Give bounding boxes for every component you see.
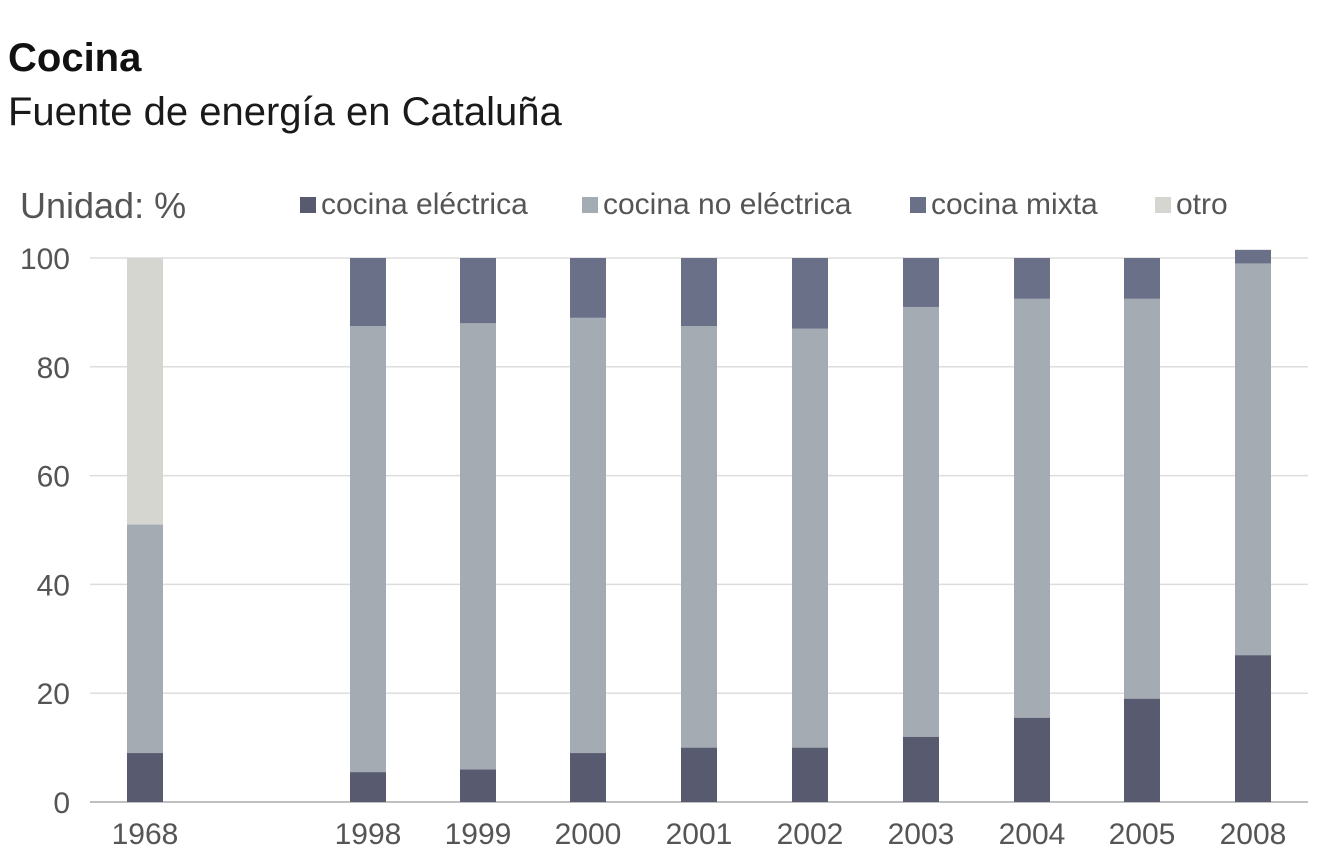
bar-2004-series-1 [1014, 298, 1050, 718]
bar-2005-series-2 [1124, 258, 1160, 299]
legend-label-3: otro [1176, 188, 1228, 221]
bar-2008-series-0 [1235, 655, 1271, 802]
bar-2002-series-0 [792, 747, 828, 802]
legend-label-0: cocina eléctrica [321, 188, 528, 221]
legend-swatch-1 [582, 197, 598, 213]
x-tick-label-2004: 2004 [999, 818, 1066, 851]
chart-subtitle: Fuente de energía en Cataluña [8, 90, 562, 134]
bar-2001-series-2 [681, 258, 717, 326]
unit-label: Unidad: % [20, 185, 186, 226]
bar-1999-series-2 [460, 258, 496, 324]
bar-1968-series-0 [127, 753, 163, 802]
y-tick-label-40: 40 [37, 569, 70, 602]
bar-2008-series-2 [1235, 249, 1271, 264]
bar-2005-series-0 [1124, 698, 1160, 802]
bar-2002-series-2 [792, 258, 828, 329]
y-tick-label-0: 0 [53, 787, 70, 820]
bar-1999-series-1 [460, 323, 496, 770]
bar-2001-series-1 [681, 326, 717, 748]
legend-label-2: cocina mixta [931, 188, 1098, 221]
bar-1999-series-0 [460, 769, 496, 802]
bar-2000-series-0 [570, 753, 606, 802]
bar-1968-series-1 [127, 524, 163, 754]
bar-1998-series-0 [350, 772, 386, 802]
y-tick-label-20: 20 [37, 678, 70, 711]
bar-2008-series-1 [1235, 263, 1271, 656]
chart-title: Cocina [8, 36, 142, 80]
x-tick-label-2005: 2005 [1109, 818, 1176, 851]
bar-2003-series-2 [903, 258, 939, 307]
x-tick-label-1998: 1998 [335, 818, 402, 851]
y-tick-label-100: 100 [20, 243, 70, 276]
legend-swatch-2 [910, 197, 926, 213]
x-tick-label-2003: 2003 [888, 818, 955, 851]
bar-2001-series-0 [681, 747, 717, 802]
bar-2004-series-2 [1014, 258, 1050, 299]
x-tick-label-1968: 1968 [112, 818, 179, 851]
x-tick-label-1999: 1999 [445, 818, 512, 851]
bar-2000-series-1 [570, 317, 606, 754]
bar-2003-series-0 [903, 736, 939, 802]
legend-swatch-0 [300, 197, 316, 213]
bar-1968-series-3 [127, 258, 163, 525]
y-tick-label-80: 80 [37, 352, 70, 385]
bar-2000-series-2 [570, 258, 606, 318]
bar-2003-series-1 [903, 306, 939, 737]
y-tick-label-60: 60 [37, 461, 70, 494]
x-tick-label-2002: 2002 [777, 818, 844, 851]
x-tick-label-2000: 2000 [555, 818, 622, 851]
bar-2002-series-1 [792, 328, 828, 748]
x-tick-label-2008: 2008 [1220, 818, 1287, 851]
legend-label-1: cocina no eléctrica [603, 188, 852, 221]
x-tick-label-2001: 2001 [666, 818, 733, 851]
legend-swatch-3 [1155, 197, 1171, 213]
bar-1998-series-1 [350, 326, 386, 773]
bar-2004-series-0 [1014, 717, 1050, 802]
bar-2005-series-1 [1124, 298, 1160, 699]
bar-1998-series-2 [350, 258, 386, 326]
